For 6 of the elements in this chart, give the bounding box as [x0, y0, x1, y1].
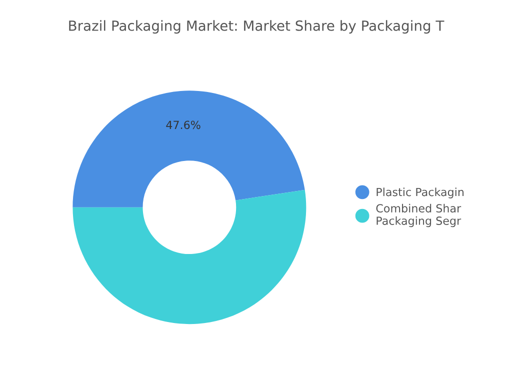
chart-title: Brazil Packaging Market: Market Share by Packaging T	[69, 20, 444, 34]
donut-slice	[72, 90, 305, 208]
legend-label: Plastic Packagin	[376, 188, 464, 198]
data-label: 47.6%	[166, 120, 200, 130]
legend-label: Combined Shar Packaging Segr	[376, 204, 462, 228]
donut-slice	[72, 190, 306, 324]
